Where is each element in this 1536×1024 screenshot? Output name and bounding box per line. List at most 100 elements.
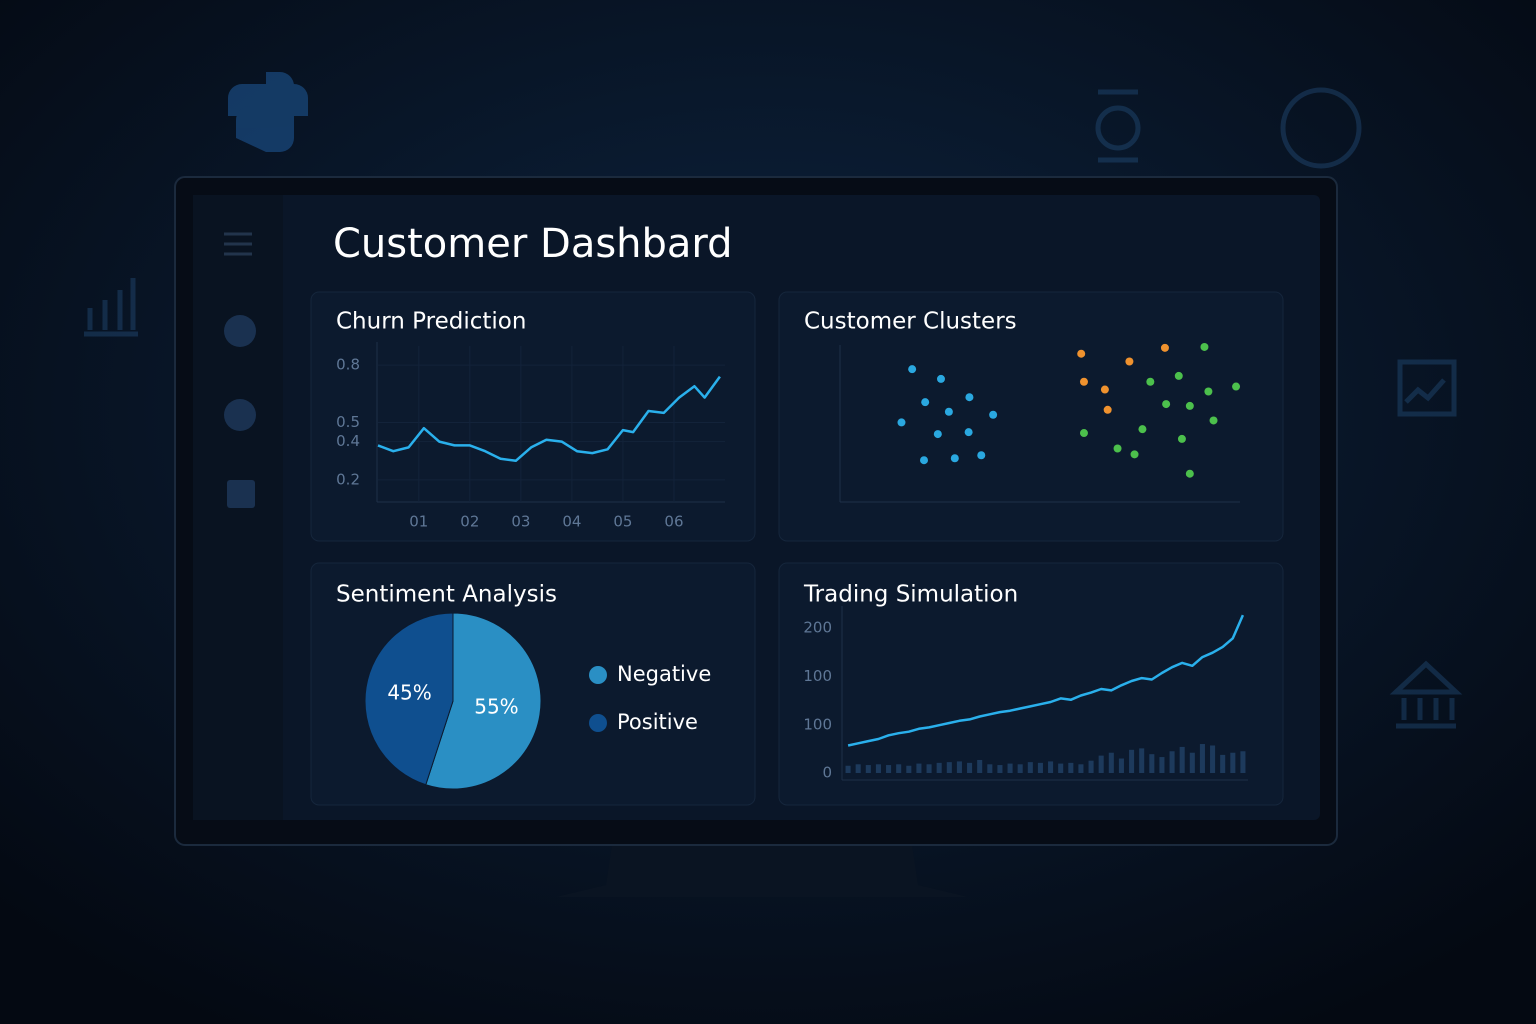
scatter-point bbox=[950, 454, 959, 463]
bar bbox=[906, 765, 912, 773]
bar bbox=[916, 763, 922, 773]
bar bbox=[1058, 763, 1064, 773]
scatter-point bbox=[933, 430, 942, 439]
line-series bbox=[377, 375, 721, 463]
python-logo bbox=[228, 72, 308, 152]
y-tick-label: 0.4 bbox=[336, 432, 360, 450]
bar bbox=[1118, 758, 1124, 773]
x-tick-label: 02 bbox=[460, 513, 479, 531]
bar bbox=[967, 762, 973, 773]
bar bbox=[1149, 754, 1155, 773]
scatter-point bbox=[908, 365, 917, 374]
bar bbox=[1078, 764, 1084, 773]
pie-label: 45% bbox=[387, 681, 431, 705]
scatter-point bbox=[897, 418, 906, 427]
bar bbox=[1068, 762, 1074, 773]
line-series bbox=[847, 614, 1245, 747]
scatter-point bbox=[1209, 416, 1218, 425]
bar bbox=[946, 762, 952, 773]
scatter-point bbox=[944, 407, 953, 416]
y-tick-label: 100 bbox=[803, 716, 832, 734]
bar bbox=[1159, 757, 1165, 773]
sidebar-icon bbox=[227, 480, 255, 508]
sidebar-icon bbox=[224, 315, 256, 347]
bar bbox=[855, 764, 861, 773]
bar bbox=[956, 761, 962, 773]
bar bbox=[1220, 754, 1226, 773]
bar bbox=[1088, 760, 1094, 773]
bar bbox=[1139, 748, 1145, 773]
card-title: Trading Simulation bbox=[803, 582, 1018, 608]
card bbox=[778, 562, 1284, 806]
x-tick-label: 03 bbox=[511, 513, 530, 531]
bar bbox=[987, 764, 993, 773]
bar bbox=[886, 765, 892, 773]
legend-label: Positive bbox=[617, 710, 698, 734]
y-tick-label: 0.8 bbox=[336, 356, 360, 374]
scatter-point bbox=[921, 398, 930, 407]
legend-swatch bbox=[589, 666, 607, 684]
bar bbox=[1007, 763, 1013, 773]
legend-swatch bbox=[589, 714, 607, 732]
scatter-point bbox=[1232, 382, 1241, 391]
card-title: Sentiment Analysis bbox=[336, 582, 557, 608]
dashboard-title: Customer Dashbard bbox=[333, 221, 733, 267]
scatter-point bbox=[1113, 444, 1122, 453]
x-tick-label: 04 bbox=[562, 513, 581, 531]
menu-icon bbox=[224, 232, 252, 256]
bar bbox=[1037, 762, 1043, 773]
card bbox=[310, 291, 756, 542]
bar bbox=[1240, 751, 1246, 773]
scatter-point bbox=[1185, 401, 1194, 410]
bar bbox=[896, 764, 902, 773]
sidebar-icon bbox=[224, 399, 256, 431]
bar bbox=[1230, 752, 1236, 773]
bar bbox=[875, 764, 881, 773]
bar bbox=[936, 762, 942, 773]
scatter-point bbox=[964, 428, 973, 437]
card-title: Customer Clusters bbox=[804, 309, 1017, 335]
bar bbox=[1027, 762, 1033, 773]
bar bbox=[1179, 746, 1185, 773]
scatter-point bbox=[1185, 469, 1194, 478]
scatter-point bbox=[1125, 357, 1134, 366]
bar bbox=[1199, 744, 1205, 773]
scatter-point bbox=[1177, 434, 1186, 443]
bar bbox=[997, 765, 1003, 773]
scatter-point bbox=[1200, 342, 1209, 351]
y-tick-label: 100 bbox=[803, 667, 832, 685]
scatter-point bbox=[920, 456, 928, 465]
bar bbox=[1017, 764, 1023, 773]
y-tick-label: 0 bbox=[822, 764, 832, 782]
scatter-point bbox=[1130, 450, 1139, 459]
x-tick-label: 05 bbox=[613, 513, 632, 531]
bar bbox=[845, 765, 851, 773]
scatter-point bbox=[977, 451, 986, 460]
bar bbox=[865, 765, 871, 773]
scatter-point bbox=[936, 374, 945, 383]
scatter-point bbox=[1160, 343, 1169, 352]
bar bbox=[1129, 749, 1135, 773]
legend-label: Negative bbox=[617, 662, 711, 686]
scatter-point bbox=[1103, 405, 1112, 414]
y-tick-label: 0.2 bbox=[336, 470, 360, 488]
bar bbox=[1210, 745, 1216, 773]
scatter-point bbox=[1079, 429, 1088, 438]
y-tick-label: 0.5 bbox=[336, 413, 360, 431]
scatter-point bbox=[1100, 385, 1109, 394]
x-tick-label: 01 bbox=[409, 513, 428, 531]
bar bbox=[1098, 755, 1104, 773]
scatter-point bbox=[1174, 371, 1183, 380]
scatter-point bbox=[1162, 400, 1171, 409]
decor-icons bbox=[84, 87, 1463, 729]
pie-slice bbox=[364, 612, 454, 786]
scatter-point bbox=[965, 393, 974, 402]
scatter-point bbox=[1204, 387, 1213, 396]
y-tick-label: 200 bbox=[803, 619, 832, 637]
bar bbox=[926, 764, 932, 773]
scatter-point bbox=[1138, 425, 1147, 434]
bar bbox=[1048, 761, 1054, 773]
x-tick-label: 06 bbox=[664, 513, 683, 531]
bar bbox=[1189, 752, 1195, 773]
